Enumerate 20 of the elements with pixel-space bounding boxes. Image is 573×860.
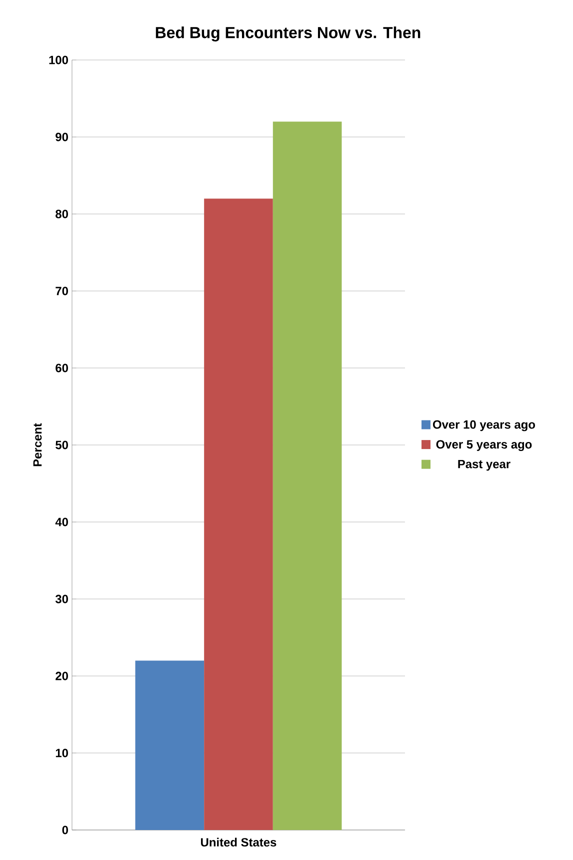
y-tick-label: 80 — [56, 210, 68, 218]
legend-label: Over 5 years ago — [436, 440, 532, 452]
y-tick-label: 70 — [56, 286, 68, 296]
y-tick-label: 20 — [56, 672, 68, 680]
bar — [135, 660, 204, 830]
y-tick-label: 10 — [56, 748, 68, 758]
bar — [204, 198, 273, 830]
y-tick-label: 0 — [62, 826, 68, 834]
bar — [272, 122, 342, 830]
y-axis-title: Percent — [33, 423, 42, 466]
y-tick-label: 40 — [55, 518, 68, 526]
legend-label: Past year — [458, 460, 510, 471]
y-tick-label: 30 — [55, 594, 68, 604]
y-tick-label: 100 — [49, 56, 68, 64]
y-tick-label: 90 — [56, 132, 68, 142]
x-tick-label: United States — [201, 838, 276, 847]
legend-label: Over 10 years ago — [432, 420, 536, 432]
y-tick-label: 60 — [56, 364, 68, 372]
y-tick-label: 50 — [56, 440, 68, 450]
chart-title: Bed Bug Encounters Now vs. Then — [156, 26, 420, 42]
